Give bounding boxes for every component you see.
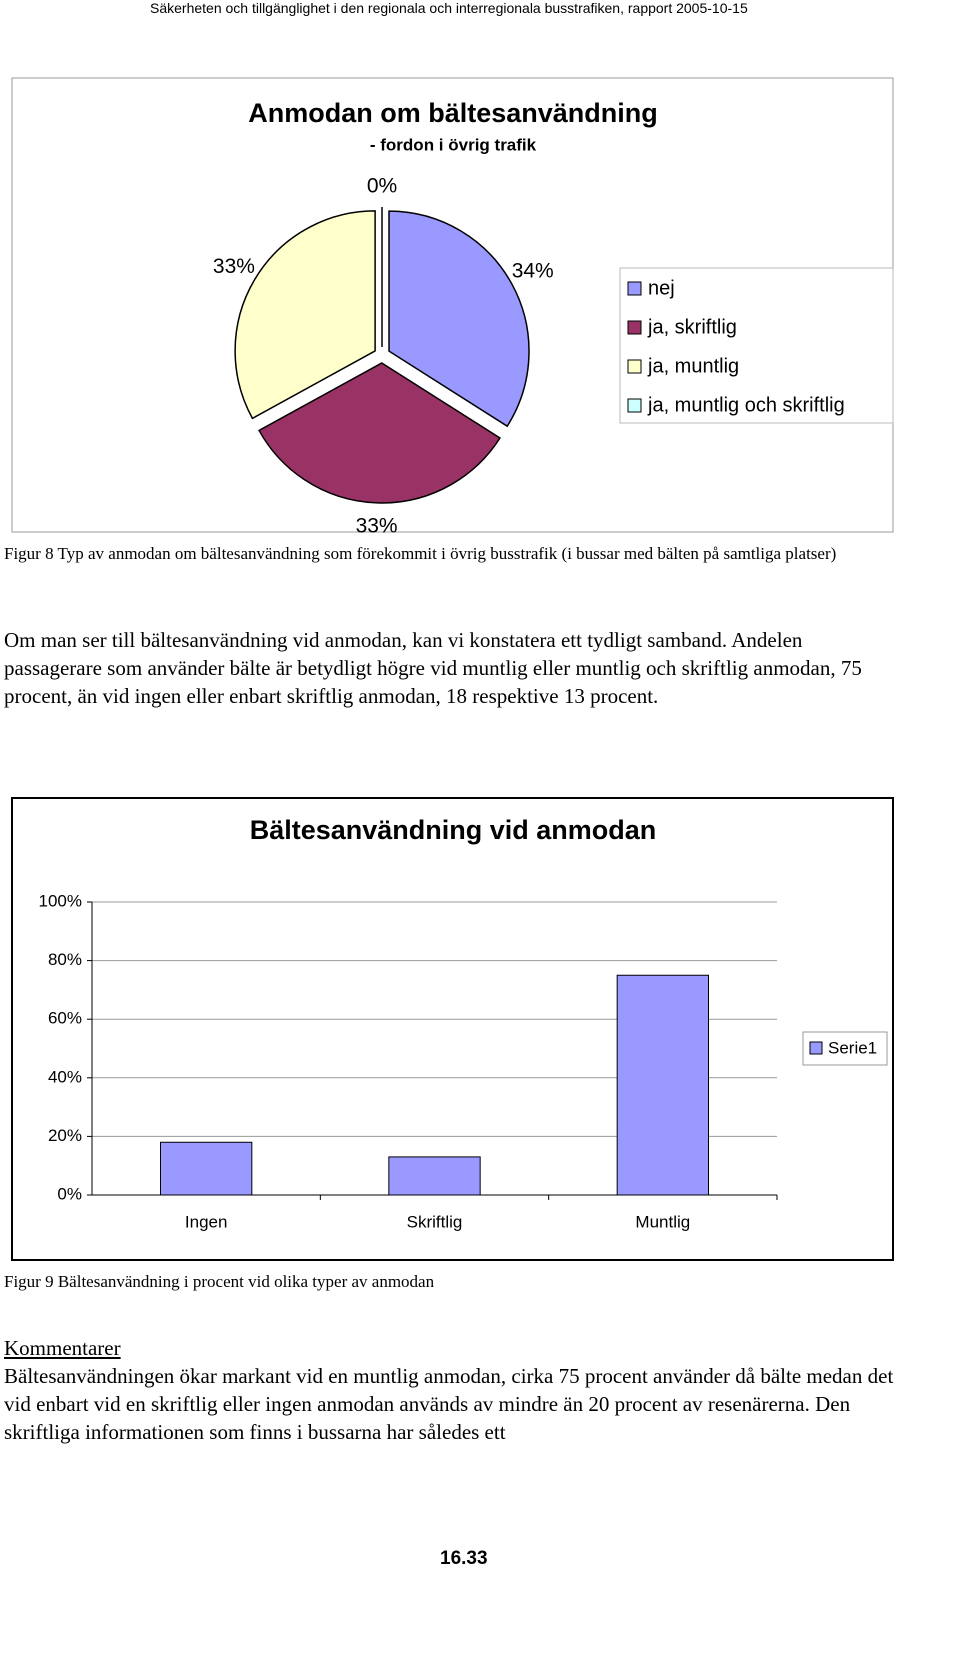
data-label: 33% bbox=[213, 255, 255, 278]
paragraph: Bältesanvändningen ökar markant vid en m… bbox=[4, 1364, 894, 1444]
legend-label: nej bbox=[648, 277, 675, 299]
comment-heading: Kommentarer bbox=[4, 1336, 121, 1360]
bar bbox=[160, 1141, 253, 1196]
legend-swatch bbox=[809, 1041, 823, 1055]
legend-swatch bbox=[627, 398, 642, 413]
legend-label: ja, skriftlig bbox=[647, 316, 737, 338]
x-tick-label: Muntlig bbox=[635, 1212, 690, 1231]
caption: Figur 9 Bältesanvändning i procent vid o… bbox=[4, 1272, 435, 1291]
y-tick-label: 80% bbox=[48, 950, 82, 969]
y-tick-label: 60% bbox=[48, 1009, 82, 1028]
data-label: 0% bbox=[367, 175, 397, 198]
data-label: 34% bbox=[512, 260, 554, 283]
page-number: 16.33 bbox=[440, 1548, 488, 1569]
bar-chart: Bältesanvändning vid anmodan 0% 20% 40% 60%… bbox=[11, 797, 894, 1261]
y-tick-label: 20% bbox=[48, 1126, 82, 1145]
paragraph: Om man ser till bältesanvändning vid anm… bbox=[4, 628, 862, 708]
chart-title: Bältesanvändning vid anmodan bbox=[250, 815, 657, 845]
legend-swatch bbox=[627, 281, 642, 296]
legend-label: ja, muntlig och skriftlig bbox=[647, 394, 845, 416]
y-tick-label: 0% bbox=[57, 1184, 82, 1203]
caption: Figur 8 Typ av anmodan om bältesanvändni… bbox=[4, 544, 837, 563]
legend-swatch bbox=[627, 320, 642, 335]
pie-slice bbox=[388, 210, 530, 428]
legend-box bbox=[619, 267, 894, 424]
pie-slice bbox=[234, 210, 376, 420]
x-tick-label: Skriftlig bbox=[407, 1212, 463, 1231]
pie-slice bbox=[258, 362, 501, 504]
pie-chart: Anmodan om bältesanvändning - fordon i ö… bbox=[11, 77, 894, 537]
page-header: Säkerheten och tillgänglighet i den regi… bbox=[150, 0, 748, 16]
x-tick-label: Ingen bbox=[185, 1212, 228, 1231]
y-tick-label: 40% bbox=[48, 1067, 82, 1086]
y-tick-label: 100% bbox=[39, 891, 82, 910]
chart-subtitle: - fordon i övrig trafik bbox=[370, 135, 537, 154]
legend-label: ja, muntlig bbox=[647, 355, 739, 377]
legend-swatch bbox=[627, 359, 642, 374]
legend-label: Serie1 bbox=[828, 1038, 877, 1057]
data-label: 33% bbox=[356, 514, 398, 537]
bar bbox=[616, 974, 710, 1196]
bar bbox=[388, 1156, 481, 1196]
chart-title: Anmodan om bältesanvändning bbox=[248, 98, 658, 128]
